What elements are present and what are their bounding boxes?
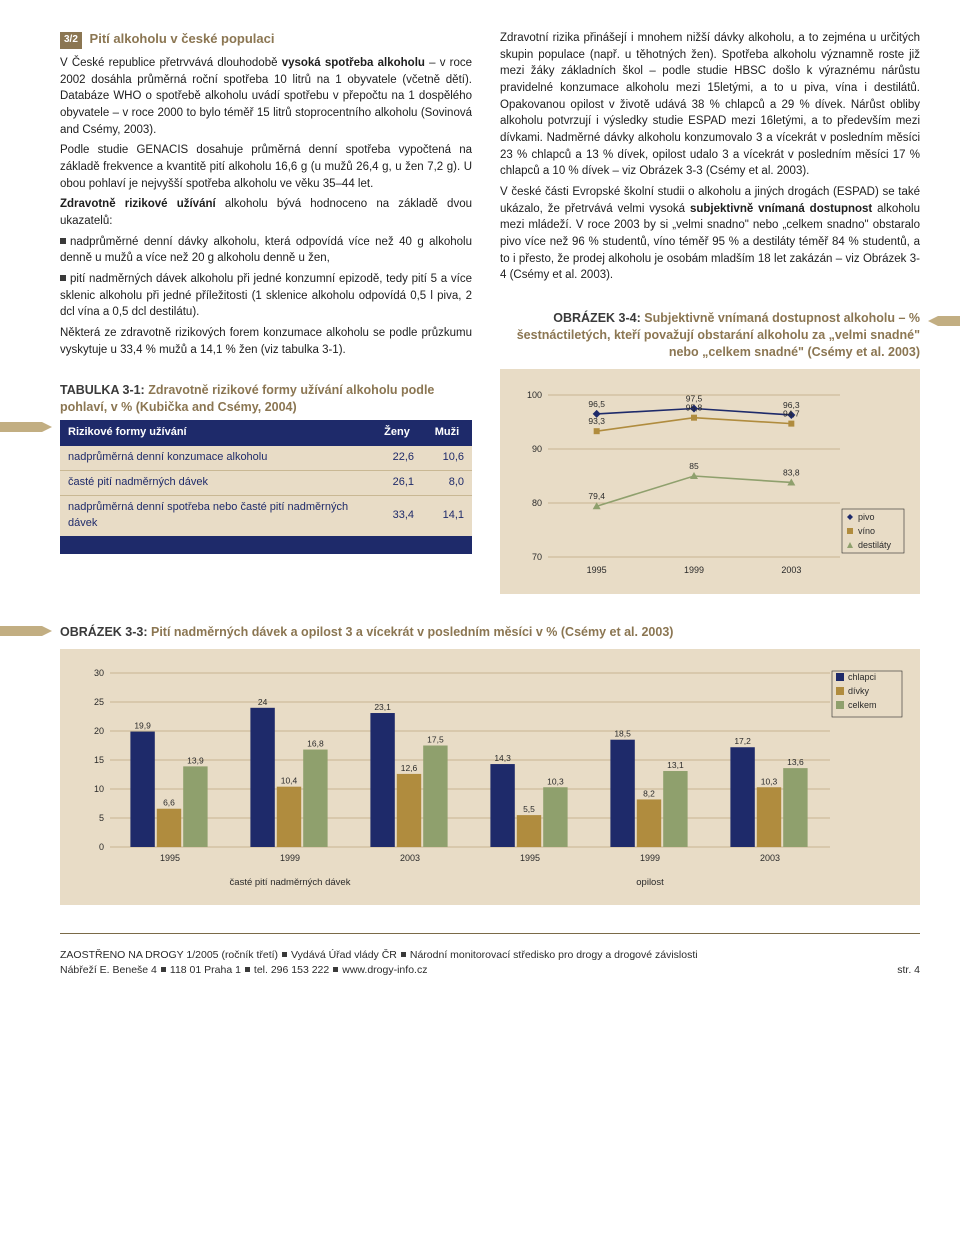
tab-head-men: Muži xyxy=(422,420,472,446)
svg-text:dívky: dívky xyxy=(848,686,870,696)
body-paragraph: V české části Evropské školní studii o a… xyxy=(500,184,920,284)
svg-text:0: 0 xyxy=(99,842,104,852)
body-paragraph: V České republice přetrvvává dlouhodobě … xyxy=(60,55,472,138)
svg-text:93,3: 93,3 xyxy=(588,416,605,426)
svg-text:80: 80 xyxy=(532,498,542,508)
bullet-item: nadprůměrné denní dávky alkoholu, která … xyxy=(60,234,472,267)
svg-text:79,4: 79,4 xyxy=(588,491,605,501)
svg-text:1995: 1995 xyxy=(160,853,180,863)
svg-text:100: 100 xyxy=(527,390,542,400)
svg-text:15: 15 xyxy=(94,755,104,765)
svg-text:1999: 1999 xyxy=(684,565,704,575)
figure-3-4-chart: 70809010019951999200396,597,596,393,395,… xyxy=(500,369,920,595)
figure-3-3-heading: OBRÁZEK 3-3: Pití nadměrných dávek a opi… xyxy=(60,624,920,641)
svg-text:85: 85 xyxy=(689,461,699,471)
figure-3-3-chart: 0 5 10 15 20 25 30 19,9 6,6 13,9 1995 24 10,4 16,8 199… xyxy=(60,649,920,905)
svg-text:1995: 1995 xyxy=(520,853,540,863)
svg-text:10,3: 10,3 xyxy=(547,777,564,787)
svg-text:13,1: 13,1 xyxy=(667,760,684,770)
svg-text:20: 20 xyxy=(94,726,104,736)
svg-text:18,5: 18,5 xyxy=(614,729,631,739)
svg-text:23,1: 23,1 xyxy=(374,702,391,712)
svg-text:16,8: 16,8 xyxy=(307,739,324,749)
svg-text:1999: 1999 xyxy=(640,853,660,863)
svg-text:90: 90 xyxy=(532,444,542,454)
table-3-1-grid: Rizikové formy užívání Ženy Muži nadprům… xyxy=(60,420,472,554)
svg-text:2003: 2003 xyxy=(760,853,780,863)
body-paragraph: Zdravotní rizika přinášejí i mnohem nižš… xyxy=(500,30,920,180)
svg-text:chlapci: chlapci xyxy=(848,672,876,682)
page-number: str. 4 xyxy=(897,963,920,978)
svg-text:10,4: 10,4 xyxy=(281,776,298,786)
svg-text:12,6: 12,6 xyxy=(401,763,418,773)
section-title: Pití alkoholu v české populaci xyxy=(90,31,275,46)
table-row: časté pití nadměrných dávek26,18,0 xyxy=(60,470,472,495)
svg-text:94,7: 94,7 xyxy=(783,408,800,418)
svg-text:1995: 1995 xyxy=(587,565,607,575)
svg-text:17,2: 17,2 xyxy=(734,736,751,746)
bullet-item: pití nadměrných dávek alkoholu při jedné… xyxy=(60,271,472,321)
svg-text:8,2: 8,2 xyxy=(643,789,655,799)
svg-text:2003: 2003 xyxy=(781,565,801,575)
svg-text:96,5: 96,5 xyxy=(588,399,605,409)
svg-text:70: 70 xyxy=(532,552,542,562)
svg-text:24: 24 xyxy=(258,697,268,707)
svg-text:5,5: 5,5 xyxy=(523,804,535,814)
left-tail-paragraph: Některá ze zdravotně rizikových forem ko… xyxy=(60,325,472,358)
svg-text:14,3: 14,3 xyxy=(494,753,511,763)
body-paragraph: Podle studie GENACIS dosahuje průměrná d… xyxy=(60,142,472,192)
table-heading: TABULKA 3-1: Zdravotně rizikové formy už… xyxy=(60,382,472,416)
arrow-icon xyxy=(0,422,52,432)
section-heading: 3/2 Pití alkoholu v české populaci xyxy=(60,30,472,49)
svg-text:10,3: 10,3 xyxy=(761,777,778,787)
svg-text:30: 30 xyxy=(94,668,104,678)
body-paragraph: Zdravotně rizikové užívání alkoholu bývá… xyxy=(60,196,472,229)
svg-text:1999: 1999 xyxy=(280,853,300,863)
page-footer: ZAOSTŘENO NA DROGY 1/2005 (ročník třetí)… xyxy=(60,948,920,990)
svg-text:13,9: 13,9 xyxy=(187,756,204,766)
svg-text:13,6: 13,6 xyxy=(787,757,804,767)
svg-text:5: 5 xyxy=(99,813,104,823)
svg-text:opilost: opilost xyxy=(636,877,664,888)
arrow-icon xyxy=(928,316,960,326)
svg-text:destiláty: destiláty xyxy=(858,540,892,550)
tab-head-label: Rizikové formy užívání xyxy=(60,420,372,446)
svg-text:víno: víno xyxy=(858,526,875,536)
section-number-badge: 3/2 xyxy=(60,32,82,49)
svg-text:2003: 2003 xyxy=(400,853,420,863)
figure-3-4-heading: OBRÁZEK 3-4: Subjektivně vnímaná dostupn… xyxy=(500,310,920,361)
svg-text:6,6: 6,6 xyxy=(163,798,175,808)
svg-text:pivo: pivo xyxy=(858,512,875,522)
tab-head-women: Ženy xyxy=(372,420,422,446)
svg-text:19,9: 19,9 xyxy=(134,721,151,731)
svg-text:83,8: 83,8 xyxy=(783,467,800,477)
svg-text:17,5: 17,5 xyxy=(427,735,444,745)
svg-text:časté pití nadměrných dávek: časté pití nadměrných dávek xyxy=(230,877,351,888)
table-3-1: TABULKA 3-1: Zdravotně rizikové formy už… xyxy=(60,382,472,553)
footer-rule xyxy=(60,933,920,934)
svg-text:95,8: 95,8 xyxy=(686,402,703,412)
svg-text:25: 25 xyxy=(94,697,104,707)
svg-text:celkem: celkem xyxy=(848,700,877,710)
arrow-icon xyxy=(0,626,52,636)
table-row: nadprůměrná denní konzumace alkoholu22,6… xyxy=(60,446,472,470)
svg-text:10: 10 xyxy=(94,784,104,794)
table-row: nadprůměrná denní spotřeba nebo časté pi… xyxy=(60,495,472,535)
